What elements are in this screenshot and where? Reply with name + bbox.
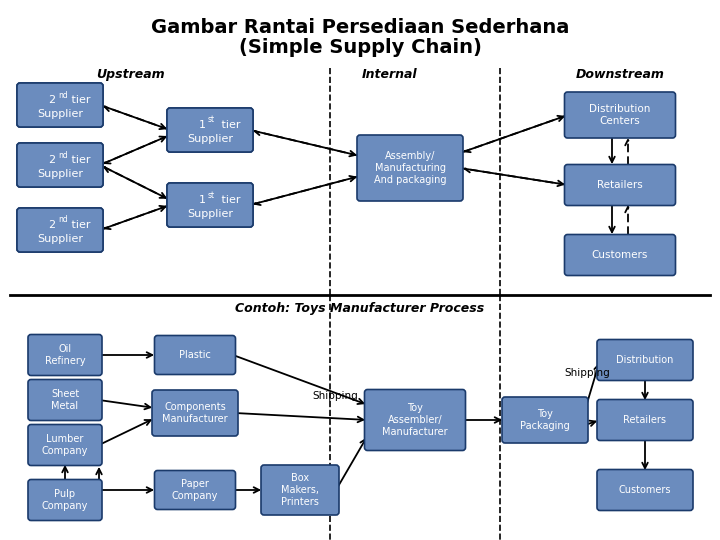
Text: tier: tier [218,195,240,205]
Text: 2: 2 [48,155,55,165]
Text: Shipping: Shipping [564,368,610,378]
Text: st: st [208,116,215,125]
Text: nd: nd [58,91,68,99]
FancyBboxPatch shape [564,92,675,138]
Text: Box
Makers,
Printers: Box Makers, Printers [281,474,319,507]
Text: Sheet
Metal: Sheet Metal [51,389,79,411]
Text: Retailers: Retailers [624,415,667,425]
Text: 2nd tier
Supplier: 2nd tier Supplier [40,219,80,241]
Text: Assembly/
Manufacturing
And packaging: Assembly/ Manufacturing And packaging [374,151,446,185]
Text: Contoh: Toys Manufacturer Process: Contoh: Toys Manufacturer Process [235,302,485,315]
FancyBboxPatch shape [597,400,693,441]
Text: Components
Manufacturer: Components Manufacturer [162,402,228,424]
Text: Distribution
Centers: Distribution Centers [589,104,651,126]
Text: 1: 1 [199,120,205,130]
Text: (Simple Supply Chain): (Simple Supply Chain) [238,38,482,57]
Text: 1st tier
Supplier: 1st tier Supplier [190,194,230,216]
Text: Paper
Company: Paper Company [172,479,218,501]
Text: nd: nd [58,151,68,159]
FancyBboxPatch shape [364,389,466,450]
FancyBboxPatch shape [564,165,675,206]
FancyBboxPatch shape [261,465,339,515]
Text: Customers: Customers [618,485,671,495]
FancyBboxPatch shape [17,83,103,127]
Text: tier: tier [218,120,240,130]
Text: Distribution: Distribution [616,355,674,365]
Text: Lumber
Company: Lumber Company [42,434,88,456]
Text: Plastic: Plastic [179,350,211,360]
Text: Toy
Packaging: Toy Packaging [520,409,570,431]
Text: nd: nd [58,215,68,225]
FancyBboxPatch shape [17,208,103,252]
FancyBboxPatch shape [17,143,103,187]
Text: Supplier: Supplier [187,134,233,144]
Text: tier: tier [68,220,91,230]
Text: tier: tier [68,95,91,105]
FancyBboxPatch shape [564,234,675,275]
FancyBboxPatch shape [155,470,235,510]
FancyBboxPatch shape [167,183,253,227]
Text: Supplier: Supplier [37,109,83,119]
Text: Gambar Rantai Persediaan Sederhana: Gambar Rantai Persediaan Sederhana [150,18,570,37]
Text: tier: tier [68,155,91,165]
Text: Downstream: Downstream [575,68,665,81]
Text: Shipping: Shipping [312,391,358,401]
FancyBboxPatch shape [167,108,253,152]
FancyBboxPatch shape [28,480,102,521]
Text: Pulp
Company: Pulp Company [42,489,88,511]
FancyBboxPatch shape [502,397,588,443]
Text: 2: 2 [48,95,55,105]
FancyBboxPatch shape [28,424,102,465]
Text: Internal: Internal [362,68,418,81]
Text: 2nd tier
Supplier: 2nd tier Supplier [40,154,80,176]
FancyBboxPatch shape [28,380,102,421]
Text: 2: 2 [48,220,55,230]
FancyBboxPatch shape [155,335,235,375]
Text: Oil
Refinery: Oil Refinery [45,344,85,366]
Text: Retailers: Retailers [597,180,643,190]
Text: Upstream: Upstream [96,68,164,81]
Text: 1st tier
Supplier: 1st tier Supplier [190,119,230,141]
FancyBboxPatch shape [28,334,102,375]
FancyBboxPatch shape [597,469,693,510]
Text: Toy
Assembler/
Manufacturer: Toy Assembler/ Manufacturer [382,403,448,437]
FancyBboxPatch shape [17,143,103,187]
FancyBboxPatch shape [152,390,238,436]
Text: st: st [208,191,215,199]
FancyBboxPatch shape [357,135,463,201]
Text: 2nd tier
Supplier: 2nd tier Supplier [40,94,80,116]
FancyBboxPatch shape [17,208,103,252]
Text: 1: 1 [199,195,205,205]
FancyBboxPatch shape [167,108,253,152]
FancyBboxPatch shape [167,183,253,227]
FancyBboxPatch shape [17,83,103,127]
Text: Supplier: Supplier [37,234,83,244]
Text: Supplier: Supplier [37,169,83,179]
FancyBboxPatch shape [597,340,693,381]
Text: Supplier: Supplier [187,209,233,219]
Text: Customers: Customers [592,250,648,260]
